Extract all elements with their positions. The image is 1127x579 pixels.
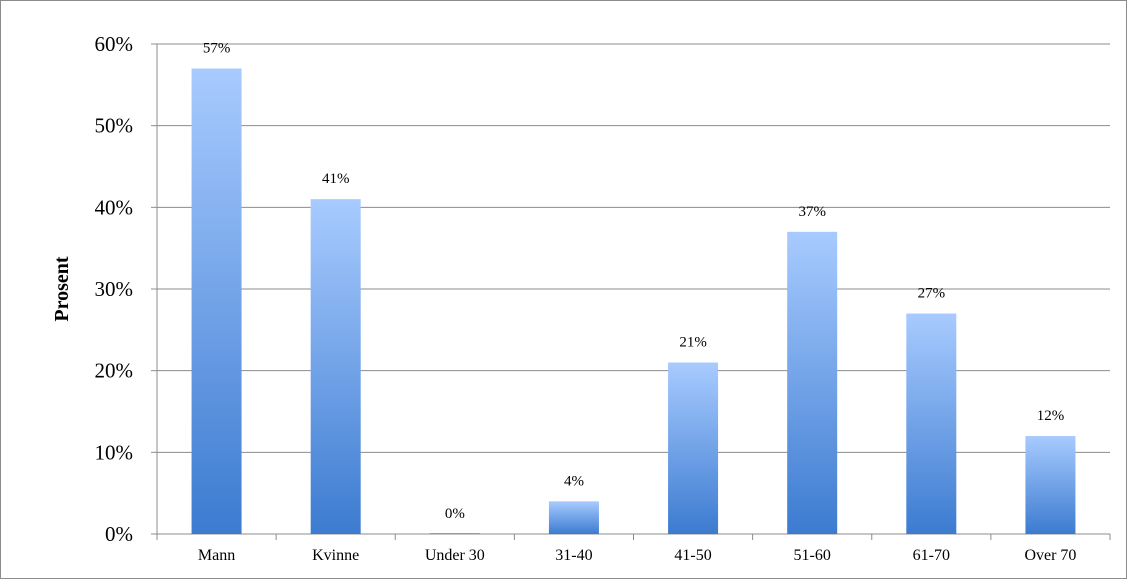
bars — [191, 68, 1076, 535]
x-tick-label: Under 30 — [425, 547, 485, 564]
data-label: 21% — [679, 335, 707, 351]
data-label: 27% — [918, 286, 946, 302]
y-tick-label: 10% — [95, 440, 134, 464]
x-tick-label: 41-50 — [674, 547, 711, 564]
axes — [151, 43, 1111, 540]
y-tick-label: 0% — [105, 522, 133, 546]
bar-31-40 — [548, 501, 599, 534]
x-tick-label: 31-40 — [555, 547, 592, 564]
bar-over-70 — [1025, 436, 1076, 534]
bar-41-50 — [668, 362, 719, 534]
data-label: 37% — [798, 204, 826, 220]
gridlines — [157, 43, 1110, 453]
bar-51-60 — [787, 231, 838, 535]
x-tick-label: 61-70 — [913, 547, 950, 564]
bar-kvinne — [310, 199, 361, 534]
y-tick-label: 50% — [95, 114, 134, 138]
labels: 0% 10% 20% 30% 40% 50% 60% 57% Mann 41% Kvinne 0% Un… — [95, 32, 1077, 564]
x-tick-label: 51-60 — [794, 547, 831, 564]
data-label: 4% — [564, 473, 584, 489]
bar-mann — [191, 68, 242, 534]
y-tick-label: 60% — [95, 32, 134, 56]
bar-61-70 — [906, 313, 957, 534]
y-tick-label: 40% — [95, 195, 134, 219]
x-tick-label: Over 70 — [1024, 547, 1076, 564]
data-label: 0% — [445, 506, 465, 522]
data-label: 41% — [322, 171, 350, 187]
y-tick-label: 20% — [95, 359, 134, 383]
y-tick-label: 30% — [95, 277, 134, 301]
data-label: 12% — [1037, 408, 1065, 424]
y-axis-title: Prosent — [51, 256, 73, 322]
x-tick-label: Kvinne — [312, 547, 359, 564]
bar-under-30 — [429, 533, 480, 534]
x-tick-label: Mann — [198, 547, 235, 564]
data-label: 57% — [203, 41, 231, 57]
